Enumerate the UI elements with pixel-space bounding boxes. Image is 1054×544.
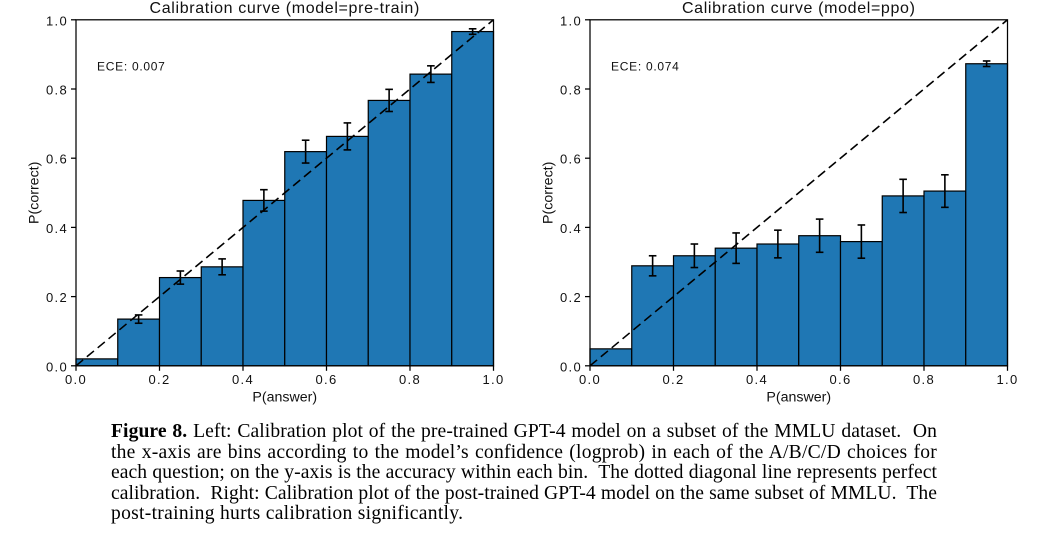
svg-text:1.0: 1.0 — [997, 372, 1019, 387]
svg-text:0.6: 0.6 — [560, 152, 582, 167]
svg-text:Calibration curve (model=ppo): Calibration curve (model=ppo) — [682, 0, 916, 17]
svg-text:0.4: 0.4 — [560, 221, 582, 236]
svg-text:0.8: 0.8 — [913, 372, 935, 387]
svg-text:ECE: 0.007: ECE: 0.007 — [97, 60, 166, 74]
svg-text:0.2: 0.2 — [46, 290, 68, 305]
svg-text:P(correct): P(correct) — [541, 162, 557, 224]
svg-text:1.0: 1.0 — [46, 13, 68, 28]
svg-text:0.2: 0.2 — [149, 372, 171, 387]
svg-text:P(answer): P(answer) — [766, 390, 831, 406]
svg-text:0.8: 0.8 — [560, 83, 582, 98]
svg-text:0.6: 0.6 — [830, 372, 852, 387]
svg-text:ECE: 0.074: ECE: 0.074 — [611, 60, 680, 74]
svg-text:0.8: 0.8 — [399, 372, 421, 387]
svg-text:0.0: 0.0 — [65, 372, 87, 387]
svg-text:0.0: 0.0 — [579, 372, 601, 387]
svg-text:0.0: 0.0 — [560, 359, 582, 374]
svg-text:P(answer): P(answer) — [252, 390, 317, 406]
svg-text:0.0: 0.0 — [46, 359, 68, 374]
svg-text:0.2: 0.2 — [560, 290, 582, 305]
svg-text:1.0: 1.0 — [483, 372, 505, 387]
svg-text:0.6: 0.6 — [316, 372, 338, 387]
svg-text:0.6: 0.6 — [46, 152, 68, 167]
svg-text:0.2: 0.2 — [663, 372, 685, 387]
svg-text:0.4: 0.4 — [46, 221, 68, 236]
svg-text:P(correct): P(correct) — [27, 162, 43, 224]
svg-text:0.4: 0.4 — [232, 372, 254, 387]
svg-text:0.8: 0.8 — [46, 83, 68, 98]
svg-text:Calibration curve (model=pre-t: Calibration curve (model=pre-train) — [150, 0, 420, 17]
svg-text:0.4: 0.4 — [746, 372, 768, 387]
svg-text:1.0: 1.0 — [560, 13, 582, 28]
